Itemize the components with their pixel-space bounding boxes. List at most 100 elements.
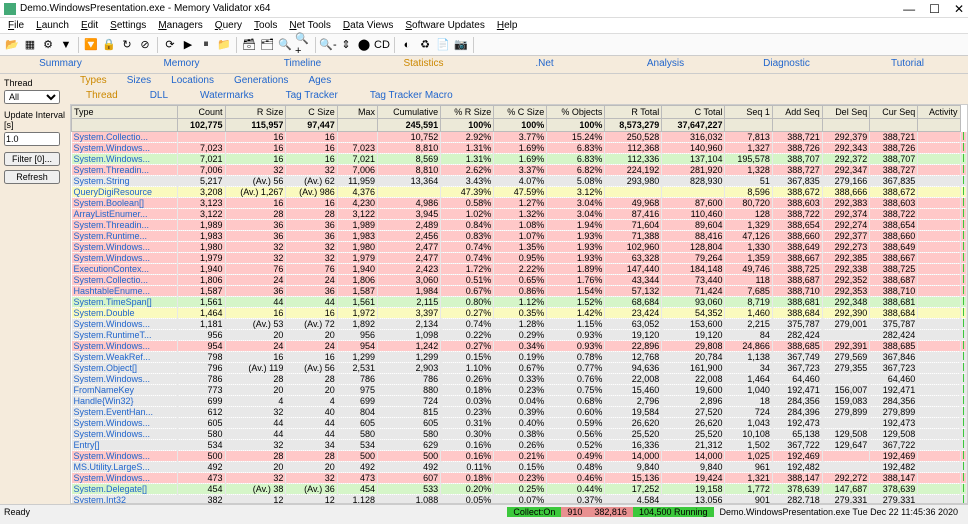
toolbar-btn-19[interactable]: CD	[374, 37, 390, 53]
toolbar-btn-22[interactable]: 📄	[435, 37, 451, 53]
table-row[interactable]: System.Double1,46416161,9723,3970.27%0.3…	[72, 308, 967, 319]
menu-launch[interactable]: Launch	[32, 20, 73, 31]
table-row[interactable]: System.String5,217(Av.) 56(Av.) 6211,959…	[72, 176, 967, 187]
toolbar-btn-8[interactable]: ⟳	[162, 37, 178, 53]
subtab1-locations[interactable]: Locations	[161, 74, 224, 89]
toolbar-btn-21[interactable]: ♻	[417, 37, 433, 53]
toolbar-btn-6[interactable]: ↻	[119, 37, 135, 53]
menu-file[interactable]: File	[4, 20, 28, 31]
table-row[interactable]: QueryDigiResource3,208(Av.) 1,267(Av.) 9…	[72, 187, 967, 198]
tab-memory[interactable]: Memory	[121, 56, 242, 73]
tab-analysis[interactable]: Analysis	[605, 56, 726, 73]
table-row[interactable]: System.Collectio...1,80624241,8063,0600.…	[72, 275, 967, 286]
table-row[interactable]: System.Runtime...1,98336361,9832,4560.83…	[72, 231, 967, 242]
table-row[interactable]: ExecutionContex...1,94076761,9402,4231.7…	[72, 264, 967, 275]
table-row[interactable]: System.Windows...1,97932321,9792,4770.74…	[72, 253, 967, 264]
subtab1-ages[interactable]: Ages	[298, 74, 341, 89]
data-grid[interactable]: TypeCountR SizeC SizeMaxCumulative% R Si…	[70, 104, 968, 504]
col-header[interactable]: C Size	[286, 106, 337, 119]
menu-edit[interactable]: Edit	[77, 20, 102, 31]
table-row[interactable]: System.Windows...47332324736070.18%0.23%…	[72, 473, 967, 484]
col-header[interactable]: Max	[337, 106, 377, 119]
col-header[interactable]: Count	[178, 106, 225, 119]
table-row[interactable]: System.Windows...58044445805800.30%0.38%…	[72, 429, 967, 440]
tab-diagnostic[interactable]: Diagnostic	[726, 56, 847, 73]
toolbar-btn-14[interactable]: 🔍	[277, 37, 293, 53]
table-row[interactable]: System.Windows...7,02316167,0238,8101.31…	[72, 143, 967, 154]
interval-input[interactable]	[4, 132, 60, 146]
table-row[interactable]: ArrayListEnumer...3,12228283,1223,9451.0…	[72, 209, 967, 220]
tab-tutorial[interactable]: Tutorial	[847, 56, 968, 73]
col-header[interactable]: Type	[72, 106, 178, 119]
toolbar-btn-20[interactable]: ◐	[399, 37, 415, 53]
col-header[interactable]: Seq 1	[725, 106, 772, 119]
col-header[interactable]: C Total	[662, 106, 725, 119]
refresh-button[interactable]: Refresh	[4, 170, 60, 184]
toolbar-btn-9[interactable]: ▶	[180, 37, 196, 53]
table-row[interactable]: System.EventHan...61232408048150.23%0.39…	[72, 407, 967, 418]
col-header[interactable]: R Total	[605, 106, 662, 119]
table-row[interactable]: System.Windows...60544446056050.31%0.40%…	[72, 418, 967, 429]
thread-select[interactable]: All	[4, 90, 60, 104]
toolbar-btn-10[interactable]: ⏸	[198, 37, 214, 53]
table-row[interactable]: MS.Utility.LargeS...49220204924920.11%0.…	[72, 462, 967, 473]
toolbar-btn-17[interactable]: ⇕	[338, 37, 354, 53]
col-header[interactable]: % R Size	[441, 106, 494, 119]
table-row[interactable]: System.Threadin...1,98936361,9892,4890.8…	[72, 220, 967, 231]
table-row[interactable]: System.Windows...78628287867860.26%0.33%…	[72, 374, 967, 385]
subtab2-dll[interactable]: DLL	[134, 89, 184, 104]
toolbar-btn-3[interactable]: ▼	[58, 37, 74, 53]
col-header[interactable]: % C Size	[494, 106, 547, 119]
toolbar-btn-18[interactable]: ⬤	[356, 37, 372, 53]
table-row[interactable]: FromNameKey77320209758800.18%0.23%0.75%1…	[72, 385, 967, 396]
menu-software-updates[interactable]: Software Updates	[401, 20, 489, 31]
menu-help[interactable]: Help	[493, 20, 522, 31]
table-row[interactable]: System.Threadin...7,00632327,0068,8102.6…	[72, 165, 967, 176]
table-row[interactable]: System.RuntimeT...95620209561,0980.22%0.…	[72, 330, 967, 341]
col-header[interactable]: Cur Seq	[870, 106, 918, 119]
table-row[interactable]: System.Windows...1,181(Av.) 53(Av.) 721,…	[72, 319, 967, 330]
col-header[interactable]: Cumulative	[378, 106, 441, 119]
subtab2-watermarks[interactable]: Watermarks	[184, 89, 270, 104]
close-button[interactable]: ✕	[954, 2, 964, 16]
toolbar-btn-5[interactable]: 🔒	[101, 37, 117, 53]
toolbar-btn-15[interactable]: 🔍+	[295, 37, 311, 53]
toolbar-btn-16[interactable]: 🔍-	[320, 37, 336, 53]
table-row[interactable]: System.Windows...1,98032321,9802,4770.74…	[72, 242, 967, 253]
table-row[interactable]: Entry[]53432345346290.16%0.26%0.52%16,33…	[72, 440, 967, 451]
minimize-button[interactable]: —	[903, 2, 915, 16]
toolbar-btn-2[interactable]: ⚙	[40, 37, 56, 53]
menu-net-tools[interactable]: Net Tools	[285, 20, 335, 31]
table-row[interactable]: System.Int3238212121,1281,0880.05%0.07%0…	[72, 495, 967, 505]
table-row[interactable]: System.Boolean[]3,12316164,2304,9860.58%…	[72, 198, 967, 209]
subtab1-generations[interactable]: Generations	[224, 74, 298, 89]
menu-data-views[interactable]: Data Views	[339, 20, 397, 31]
table-row[interactable]: System.Delegate[]454(Av.) 38(Av.) 364545…	[72, 484, 967, 495]
menu-settings[interactable]: Settings	[106, 20, 150, 31]
toolbar-btn-7[interactable]: ⊘	[137, 37, 153, 53]
col-header[interactable]: Activity	[918, 106, 960, 119]
maximize-button[interactable]: ☐	[929, 2, 940, 16]
toolbar-btn-1[interactable]: ▦	[22, 37, 38, 53]
col-header[interactable]: R Size	[225, 106, 286, 119]
toolbar-btn-23[interactable]: 📷	[453, 37, 469, 53]
toolbar-btn-12[interactable]: 🗃	[241, 37, 257, 53]
toolbar-btn-0[interactable]: 📂	[4, 37, 20, 53]
filter-button[interactable]: Filter [0]...	[4, 152, 60, 166]
table-row[interactable]: System.Windows...95424249541,2420.27%0.3…	[72, 341, 967, 352]
toolbar-btn-4[interactable]: 🔽	[83, 37, 99, 53]
subtab2-thread[interactable]: Thread	[70, 89, 134, 104]
table-row[interactable]: System.Object[]796(Av.) 119(Av.) 562,531…	[72, 363, 967, 374]
toolbar-btn-13[interactable]: 🗂	[259, 37, 275, 53]
table-row[interactable]: HashtableEnume...1,58736361,5871,9840.67…	[72, 286, 967, 297]
menu-query[interactable]: Query	[211, 20, 246, 31]
subtab1-types[interactable]: Types	[70, 74, 117, 89]
col-header[interactable]: Add Seq	[772, 106, 822, 119]
table-row[interactable]: System.Collectio...161610,7522.92%3.77%1…	[72, 132, 967, 143]
toolbar-btn-11[interactable]: 📁	[216, 37, 232, 53]
col-header[interactable]: % Objects	[547, 106, 605, 119]
table-row[interactable]: System.Windows...7,02116167,0218,5691.31…	[72, 154, 967, 165]
subtab1-sizes[interactable]: Sizes	[117, 74, 161, 89]
tab-statistics[interactable]: Statistics	[363, 56, 484, 73]
menu-tools[interactable]: Tools	[250, 20, 281, 31]
